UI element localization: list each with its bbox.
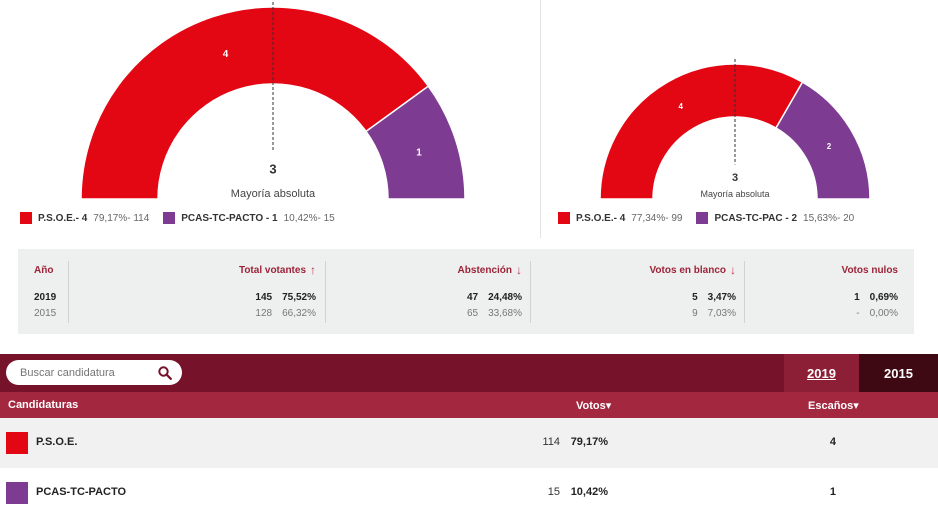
legend-detail: 77,34%- 99 (631, 212, 683, 224)
summary-percent: 3,47% (707, 291, 736, 303)
legend-2015: P.S.O.E.- 4 77,34%- 99 PCAS-TC-PAC - 2 1… (558, 212, 854, 224)
legend-item-pcas: PCAS-TC-PACTO - 1 10,42%- 15 (163, 212, 335, 224)
segment-label-1: 1 (416, 148, 422, 159)
legend-detail: 10,42%- 15 (283, 212, 335, 224)
summary-col-total-votantes: Total votantes ↑ 145 75,52% 128 66,32% (78, 261, 316, 320)
legend-detail: 15,63%- 20 (803, 212, 855, 224)
donut-segment-0[interactable] (599, 63, 804, 200)
summary-percent: 75,52% (282, 291, 316, 303)
summary-count: 9 (692, 307, 698, 319)
summary-col-votos-blanco: Votos en blanco ↓ 5 3,47% 9 7,03% (538, 261, 737, 320)
seat-chart-2015: 4 2 3 Mayoría absoluta P.S.O.E.- 4 77,34%- … (542, 0, 938, 240)
donut-segment-0[interactable] (80, 6, 430, 200)
legend-2019: P.S.O.E.- 4 79,17%- 114 PCAS-TC-PACTO - … (20, 212, 335, 224)
seat-chart-2019-svg: 4 1 3 Mayoría absoluta (80, 2, 466, 200)
summary-count: 47 (466, 291, 479, 303)
legend-item-pcas: PCAS-TC-PAC - 2 15,63%- 20 (696, 212, 854, 224)
segment-label-0: 4 (679, 102, 684, 111)
majority-value: 3 (269, 162, 276, 177)
party-name: P.S.O.E. (36, 436, 78, 448)
header-escanos-sort[interactable]: Escaños▾ (808, 400, 859, 412)
summary-header[interactable]: Votos nulos (841, 264, 898, 276)
summary-divider (744, 261, 745, 323)
legend-name: PCAS-TC-PACTO - 1 (181, 212, 278, 224)
segment-label-1: 2 (827, 142, 832, 151)
summary-year-column: Año 2019 2015 (34, 261, 74, 320)
party-votes: 15 (547, 486, 560, 498)
majority-label: Mayoría absoluta (231, 188, 316, 200)
summary-divider (530, 261, 531, 323)
party-name: PCAS-TC-PACTO (36, 486, 127, 498)
legend-name: PCAS-TC-PAC - 2 (714, 212, 798, 224)
chart-divider (540, 0, 541, 238)
donut-segment-1[interactable] (774, 81, 871, 200)
majority-label: Mayoría absoluta (700, 189, 769, 199)
tab-2019[interactable]: 2019 (784, 354, 859, 392)
legend-name: P.S.O.E.- 4 (38, 212, 88, 224)
legend-item-psoe: P.S.O.E.- 4 77,34%- 99 (558, 212, 682, 224)
summary-count: 65 (466, 307, 479, 319)
search-input[interactable] (6, 360, 182, 385)
legend-swatch-psoe (558, 212, 570, 224)
segment-label-0: 4 (223, 49, 229, 60)
table-row[interactable]: P.S.O.E. 114 79,17% 4 (0, 418, 938, 468)
seat-chart-2019: 4 1 3 Mayoría absoluta P.S.O.E.- 4 79,17%- … (0, 0, 540, 240)
legend-swatch-psoe (20, 212, 32, 224)
header-candidaturas: Candidaturas (8, 399, 79, 411)
participation-summary: Año 2019 2015 Total votantes ↑ 145 75,52% … (18, 249, 914, 334)
summary-header[interactable]: Abstención (457, 264, 512, 276)
summary-header[interactable]: Total votantes (238, 264, 306, 276)
summary-year-current: 2019 (34, 291, 57, 303)
legend-swatch-pcas (163, 212, 176, 224)
candidatures-table-header: Candidaturas Votos▾ Escaños▾ (0, 392, 938, 418)
arrow-up-icon: ↑ (310, 263, 316, 277)
summary-header-year: Año (34, 264, 54, 276)
summary-count: 145 (255, 291, 273, 303)
summary-count: 5 (692, 291, 698, 303)
summary-divider (68, 261, 69, 323)
party-votes: 114 (542, 436, 560, 448)
arrow-down-icon: ↓ (730, 263, 736, 277)
summary-col-votos-nulos: Votos nulos 1 0,69% -0,00% (752, 261, 898, 320)
summary-percent: 0,69% (869, 291, 898, 303)
summary-col-abstencion: Abstención ↓ 47 24,48% 65 33,68% (334, 261, 522, 320)
summary-percent: 33,68% (488, 307, 522, 319)
summary-divider (325, 261, 326, 323)
majority-value: 3 (732, 172, 738, 184)
summary-count: 128 (255, 307, 273, 319)
arrow-down-icon: ↓ (516, 263, 522, 277)
legend-swatch-pcas (696, 212, 709, 224)
candidature-toolbar: 2019 2015 (0, 354, 938, 392)
summary-header[interactable]: Votos en blanco (649, 264, 727, 276)
summary-percent: 7,03% (707, 307, 736, 319)
table-row[interactable]: PCAS-TC-PACTO 15 10,42% 1 (0, 468, 938, 518)
party-percent: 10,42% (570, 486, 608, 498)
summary-percent: 66,32% (282, 307, 316, 319)
party-color-swatch (6, 432, 28, 454)
donut-segment-1[interactable] (364, 85, 466, 200)
header-votos-sort[interactable]: Votos▾ (576, 400, 612, 412)
tab-2015[interactable]: 2015 (859, 354, 938, 392)
party-percent: 79,17% (570, 436, 608, 448)
summary-count: - (856, 307, 860, 319)
seat-chart-2015-svg: 4 2 3 Mayoría absoluta (599, 59, 871, 200)
summary-count: 1 (854, 291, 860, 303)
summary-year-previous: 2015 (34, 307, 57, 319)
party-seats: 4 (829, 436, 836, 448)
search-icon[interactable] (158, 366, 172, 380)
party-seats: 1 (829, 486, 836, 498)
summary-percent: 0,00% (869, 307, 898, 319)
legend-detail: 79,17%- 114 (93, 212, 150, 224)
legend-name: P.S.O.E.- 4 (576, 212, 626, 224)
party-color-swatch (6, 482, 28, 504)
legend-item-psoe: P.S.O.E.- 4 79,17%- 114 (20, 212, 149, 224)
summary-percent: 24,48% (488, 291, 522, 303)
